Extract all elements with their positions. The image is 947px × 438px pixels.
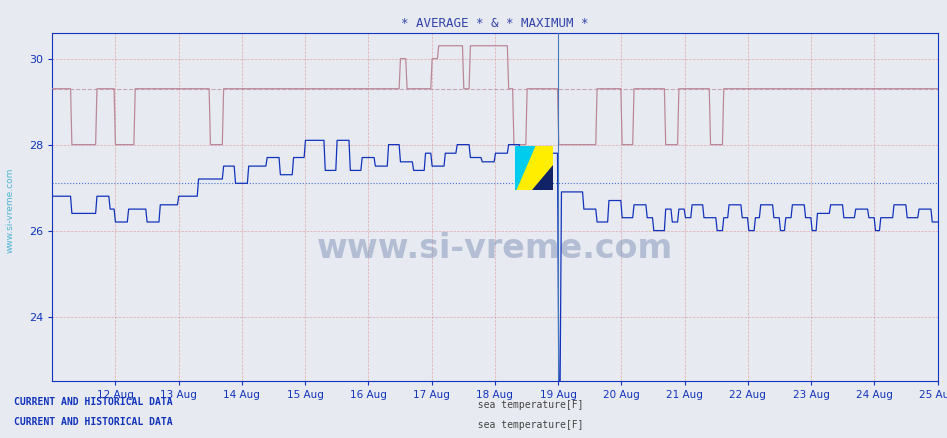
- Text: sea temperature[F]: sea temperature[F]: [466, 400, 583, 410]
- Text: www.si-vreme.com: www.si-vreme.com: [6, 168, 15, 253]
- Text: CURRENT AND HISTORICAL DATA: CURRENT AND HISTORICAL DATA: [14, 397, 173, 407]
- Polygon shape: [515, 146, 553, 190]
- Polygon shape: [532, 166, 553, 190]
- Polygon shape: [515, 146, 534, 190]
- Text: sea temperature[F]: sea temperature[F]: [466, 420, 583, 430]
- Text: CURRENT AND HISTORICAL DATA: CURRENT AND HISTORICAL DATA: [14, 417, 173, 427]
- Title: * AVERAGE * & * MAXIMUM *: * AVERAGE * & * MAXIMUM *: [402, 17, 588, 30]
- Text: www.si-vreme.com: www.si-vreme.com: [316, 232, 673, 265]
